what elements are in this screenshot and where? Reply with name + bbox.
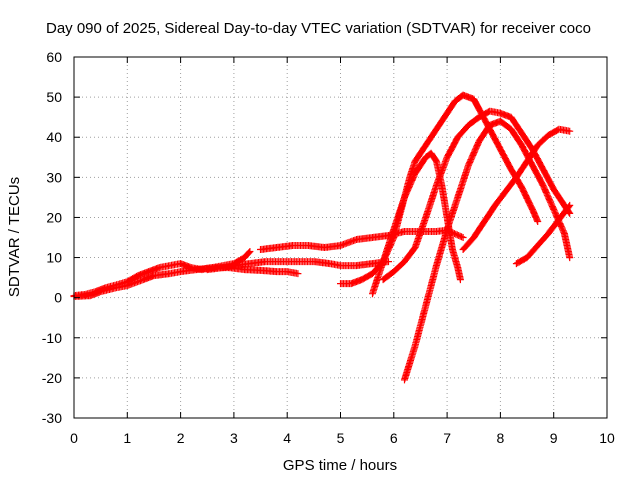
series-9 <box>459 125 574 253</box>
y-tick-label: 60 <box>46 49 62 65</box>
y-tick-label: -10 <box>42 330 62 346</box>
x-tick-label: 0 <box>70 430 78 446</box>
x-axis-label: GPS time / hours <box>283 457 397 474</box>
series-6 <box>369 149 464 298</box>
y-tick-label: 20 <box>46 209 62 225</box>
x-tick-label: 6 <box>390 430 398 446</box>
x-tick-label: 9 <box>550 430 558 446</box>
chart-title: Day 090 of 2025, Sidereal Day-to-day VTE… <box>46 20 591 37</box>
x-tick-label: 1 <box>123 430 131 446</box>
y-tick-label: 10 <box>46 250 62 266</box>
y-axis-label: SDTVAR / TECUs <box>6 177 23 297</box>
series-4 <box>257 226 467 253</box>
grid <box>74 57 607 418</box>
x-tick-label: 3 <box>230 430 238 446</box>
y-tick-label: 50 <box>46 89 62 105</box>
series-2 <box>70 264 302 300</box>
series-markers <box>257 226 467 253</box>
data-marks <box>70 91 574 384</box>
series-7 <box>401 117 574 384</box>
y-tick-label: -20 <box>42 370 62 386</box>
y-tick-label: 30 <box>46 169 62 185</box>
series-markers <box>70 264 302 300</box>
axis-ticks: 0 1 2 3 4 5 6 7 8 9 10 -30 -20 -10 0 10 20 30 40 50 60 <box>42 49 615 446</box>
y-tick-label: 0 <box>54 290 62 306</box>
x-tick-label: 2 <box>177 430 185 446</box>
x-tick-label: 4 <box>283 430 291 446</box>
y-tick-label: 40 <box>46 129 62 145</box>
x-tick-label: 8 <box>497 430 505 446</box>
x-tick-label: 7 <box>443 430 451 446</box>
series-3 <box>203 258 392 274</box>
x-tick-label: 10 <box>599 430 615 446</box>
y-tick-label: -30 <box>42 410 62 426</box>
series-10 <box>512 201 574 268</box>
x-tick-label: 5 <box>337 430 345 446</box>
